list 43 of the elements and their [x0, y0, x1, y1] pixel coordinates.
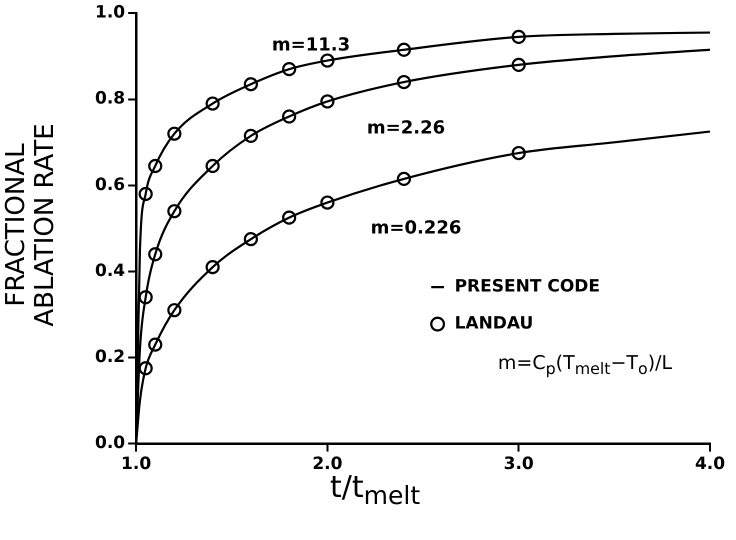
annotation: m=11.3	[272, 34, 350, 56]
y-tick-label: 0.0	[94, 433, 126, 454]
point	[396, 42, 412, 57]
annotation: m=2.26	[366, 118, 446, 138]
point	[148, 247, 162, 262]
point	[512, 30, 526, 44]
point	[138, 186, 153, 202]
point	[138, 290, 153, 304]
point	[512, 146, 526, 160]
y-axis-title: FRACTIONAL ABLATION RATE	[1, 122, 61, 329]
y-tick-label: 1.0	[94, 2, 126, 23]
point	[282, 210, 296, 225]
point	[148, 338, 162, 352]
point	[396, 74, 412, 90]
point	[244, 232, 258, 246]
point	[206, 96, 220, 111]
point	[167, 303, 182, 318]
point	[148, 158, 162, 174]
y-tick-label: 0.8	[94, 88, 126, 109]
point	[320, 53, 335, 68]
point	[244, 77, 258, 92]
x-tick-label: 4.0	[694, 454, 726, 474]
y-tick-label: 0.2	[94, 346, 126, 367]
point	[282, 62, 296, 76]
annotation: m=0.226	[370, 218, 462, 238]
annotation: m=C$_{p}$(T$_{melt}$−T$_{o}$)/L	[498, 352, 672, 378]
x-tick-label: 1.0	[121, 454, 152, 474]
point	[244, 128, 258, 143]
y-tick-label: 0.6	[94, 174, 126, 195]
legend-label: PRESENT CODE	[454, 276, 600, 297]
point	[138, 361, 153, 376]
point	[282, 109, 296, 124]
y-tick-label: 0.4	[94, 260, 126, 281]
point	[320, 94, 335, 109]
point	[206, 260, 220, 274]
legend-label: LANDAU	[454, 314, 534, 334]
point	[206, 158, 220, 174]
x-tick-label: 3.0	[504, 454, 534, 474]
point	[396, 172, 412, 186]
point	[167, 204, 182, 218]
point	[167, 126, 182, 141]
point	[512, 58, 526, 72]
point	[320, 195, 335, 210]
